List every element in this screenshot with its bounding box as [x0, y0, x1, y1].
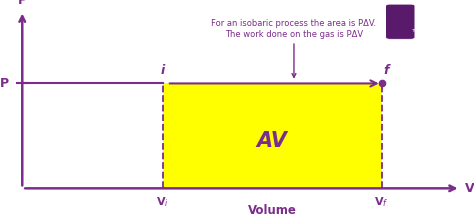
Text: V: V: [465, 182, 474, 195]
Text: V$_i$: V$_i$: [156, 195, 169, 209]
Text: f: f: [383, 64, 389, 77]
Text: V$_f$: V$_f$: [374, 195, 389, 209]
Text: P: P: [18, 0, 27, 7]
Text: P: P: [0, 77, 9, 90]
Text: i: i: [160, 64, 164, 77]
Bar: [163, 83, 382, 188]
Text: Volume: Volume: [247, 204, 297, 217]
Text: AV: AV: [256, 131, 288, 151]
Text: For an isobaric process the area is PΔV.: For an isobaric process the area is PΔV.: [211, 19, 376, 28]
Text: The work done on the gas is PΔV: The work done on the gas is PΔV: [225, 30, 363, 39]
